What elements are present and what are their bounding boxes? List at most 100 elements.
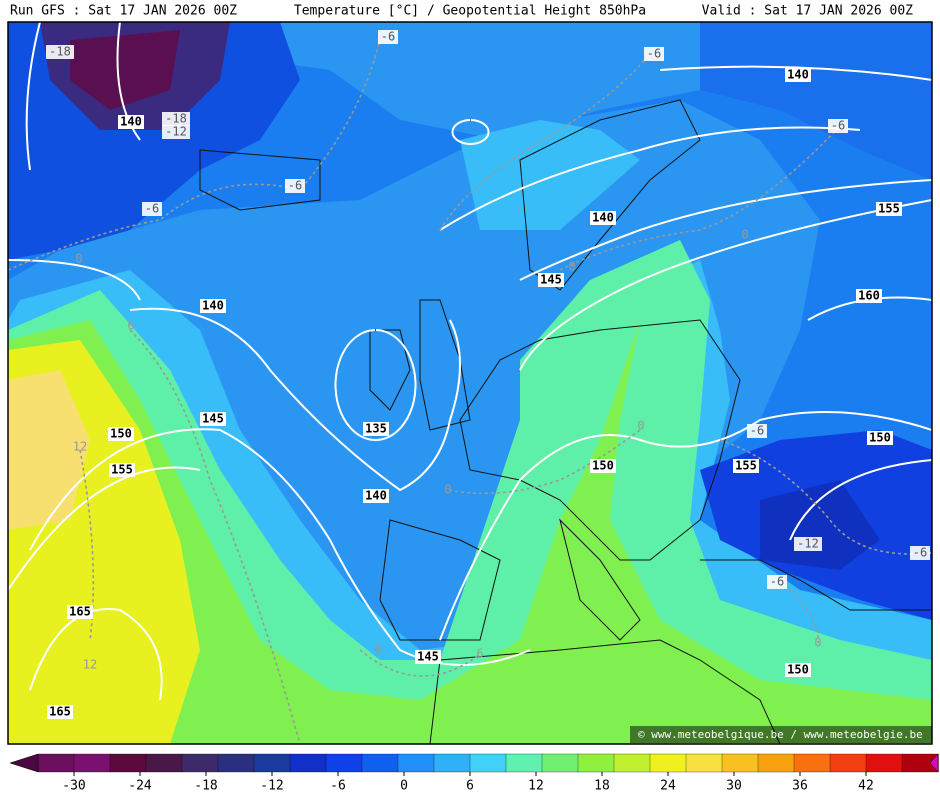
colorbar: -30 -24 -18 -12 -6 0 6 12 18 24 30 36 42 xyxy=(9,753,939,794)
temperature-label: -12 xyxy=(797,537,819,551)
label-box xyxy=(108,427,134,441)
colorbar-tick-label: 36 xyxy=(792,779,808,794)
zone xyxy=(700,22,932,180)
valid-label: Valid : Sat 17 JAN 2026 00Z xyxy=(702,4,913,19)
colorbar-bin xyxy=(73,753,111,773)
colorbar-bin xyxy=(37,753,75,773)
zone xyxy=(70,30,180,110)
height-label: 155 xyxy=(111,463,133,477)
colorbar-bin xyxy=(109,753,147,773)
temperature-label: 0 xyxy=(741,228,748,242)
temperature-label: 0 xyxy=(444,483,451,497)
height-label: 140 xyxy=(120,115,142,129)
colorbar-tick-label: 42 xyxy=(858,779,874,794)
temperature-label: -6 xyxy=(770,575,784,589)
colorbar-bin xyxy=(433,753,471,773)
label-box xyxy=(378,30,398,44)
height-label: 150 xyxy=(110,427,132,441)
temperature-label: -6 xyxy=(913,546,927,560)
colorbar-tick-label: -12 xyxy=(260,779,283,794)
label-box xyxy=(767,575,787,589)
colorbar-tick-label: -6 xyxy=(330,779,346,794)
colorbar-bin xyxy=(649,753,687,773)
colorbar-bin xyxy=(289,753,327,773)
colorbar-bin xyxy=(613,753,651,773)
temperature-label: -12 xyxy=(165,125,187,139)
colorbar-tick-label: -18 xyxy=(194,779,217,794)
label-box xyxy=(415,650,441,664)
watermark: © www.meteobelgique.be / www.meteobelgie… xyxy=(638,728,923,741)
colorbar-bin xyxy=(253,753,291,773)
label-box xyxy=(785,68,811,82)
map: © www.meteobelgique.be / www.meteobelgie… xyxy=(7,21,933,745)
label-box xyxy=(828,119,848,133)
label-box xyxy=(876,202,902,216)
colorbar-bin xyxy=(145,753,183,773)
label-box xyxy=(910,546,930,560)
temperature-label: -6 xyxy=(831,119,845,133)
height-label: 140 xyxy=(592,211,614,225)
colorbar-bin xyxy=(325,753,363,773)
run-label: Run GFS : Sat 17 JAN 2026 00Z xyxy=(10,4,237,19)
colorbar-tick-label: 0 xyxy=(400,779,408,794)
height-label: 165 xyxy=(49,705,71,719)
label-box xyxy=(794,537,822,551)
label-box xyxy=(856,289,882,303)
map-title: Temperature [°C] / Geopotential Height 8… xyxy=(294,4,646,19)
colorbar-tick-label: -24 xyxy=(128,779,152,794)
label-box xyxy=(162,125,190,139)
colorbar-tick-label: 30 xyxy=(726,779,742,794)
label-box xyxy=(118,115,144,129)
label-box xyxy=(67,605,93,619)
temperature-label: -6 xyxy=(288,179,302,193)
temperature-label: -6 xyxy=(750,424,764,438)
temperature-label: 12 xyxy=(73,440,87,454)
height-label: 165 xyxy=(69,605,91,619)
temperature-label: -18 xyxy=(49,45,71,59)
height-label: 145 xyxy=(202,412,224,426)
label-box xyxy=(162,112,190,126)
temperature-label: 0 xyxy=(637,419,644,433)
temperature-label: -6 xyxy=(381,30,395,44)
height-label: 140 xyxy=(787,68,809,82)
colorbar-high-arrow xyxy=(929,753,939,773)
label-box xyxy=(644,47,664,61)
height-label: 145 xyxy=(417,650,439,664)
colorbar-bin xyxy=(181,753,219,773)
colorbar-bin xyxy=(397,753,435,773)
colorbar-tick-label: 6 xyxy=(466,779,474,794)
label-box xyxy=(109,463,135,477)
label-box xyxy=(590,211,616,225)
label-box xyxy=(867,431,893,445)
temperature-label: 0 xyxy=(568,260,575,274)
colorbar-tick-label: 24 xyxy=(660,779,676,794)
temperature-label: 0 xyxy=(75,252,82,266)
label-box xyxy=(590,459,616,473)
height-label: 150 xyxy=(787,663,809,677)
zone xyxy=(8,370,90,530)
temperature-label: -6 xyxy=(647,47,661,61)
colorbar-tick-label: -30 xyxy=(62,779,85,794)
colorbar-bin xyxy=(577,753,615,773)
temperature-label: 12 xyxy=(83,658,97,672)
colorbar-bin xyxy=(721,753,759,773)
label-box xyxy=(46,45,74,59)
label-box xyxy=(363,422,389,436)
temperature-label: 0 xyxy=(814,636,821,650)
label-box xyxy=(200,412,226,426)
height-label: 155 xyxy=(735,459,757,473)
zone xyxy=(8,320,932,744)
colorbar-bin xyxy=(757,753,795,773)
temperature-label: 6 xyxy=(476,647,483,661)
label-box xyxy=(363,489,389,503)
colorbar-bin xyxy=(217,753,255,773)
height-label: 150 xyxy=(592,459,614,473)
colorbar-bin xyxy=(685,753,723,773)
label-box xyxy=(142,202,162,216)
colorbar-tick-label: 18 xyxy=(594,779,610,794)
label-box xyxy=(733,459,759,473)
height-label: 140 xyxy=(365,489,387,503)
colorbar-bin xyxy=(469,753,507,773)
colorbar-low-arrow xyxy=(9,753,39,773)
